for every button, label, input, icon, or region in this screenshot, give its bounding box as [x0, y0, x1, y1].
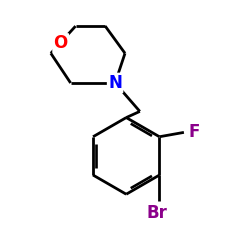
Text: F: F	[188, 124, 200, 142]
Text: O: O	[54, 34, 68, 52]
Text: N: N	[108, 74, 122, 92]
Text: Br: Br	[146, 204, 168, 222]
